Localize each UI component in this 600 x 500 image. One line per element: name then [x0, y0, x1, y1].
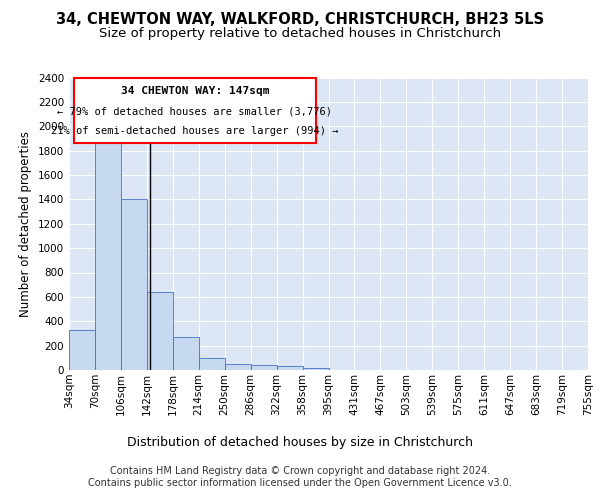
Bar: [95, 131, 121, 370]
Bar: [173, 337, 199, 370]
Bar: [199, 358, 224, 370]
Bar: [277, 366, 302, 370]
Text: Distribution of detached houses by size in Christchurch: Distribution of detached houses by size …: [127, 436, 473, 449]
Text: ← 79% of detached houses are smaller (3,776): ← 79% of detached houses are smaller (3,…: [58, 106, 332, 117]
Text: 21% of semi-detached houses are larger (994) →: 21% of semi-detached houses are larger (…: [51, 126, 338, 136]
Bar: [69, 330, 95, 370]
Text: 34 CHEWTON WAY: 147sqm: 34 CHEWTON WAY: 147sqm: [121, 86, 269, 96]
Y-axis label: Number of detached properties: Number of detached properties: [19, 130, 32, 317]
Bar: [251, 365, 277, 370]
Text: Contains HM Land Registry data © Crown copyright and database right 2024.: Contains HM Land Registry data © Crown c…: [110, 466, 490, 476]
Text: Size of property relative to detached houses in Christchurch: Size of property relative to detached ho…: [99, 28, 501, 40]
Bar: [121, 200, 147, 370]
Bar: [147, 292, 173, 370]
Text: 34, CHEWTON WAY, WALKFORD, CHRISTCHURCH, BH23 5LS: 34, CHEWTON WAY, WALKFORD, CHRISTCHURCH,…: [56, 12, 544, 28]
FancyBboxPatch shape: [74, 78, 316, 144]
Text: Contains public sector information licensed under the Open Government Licence v3: Contains public sector information licen…: [88, 478, 512, 488]
Bar: [302, 368, 329, 370]
Bar: [225, 364, 251, 370]
